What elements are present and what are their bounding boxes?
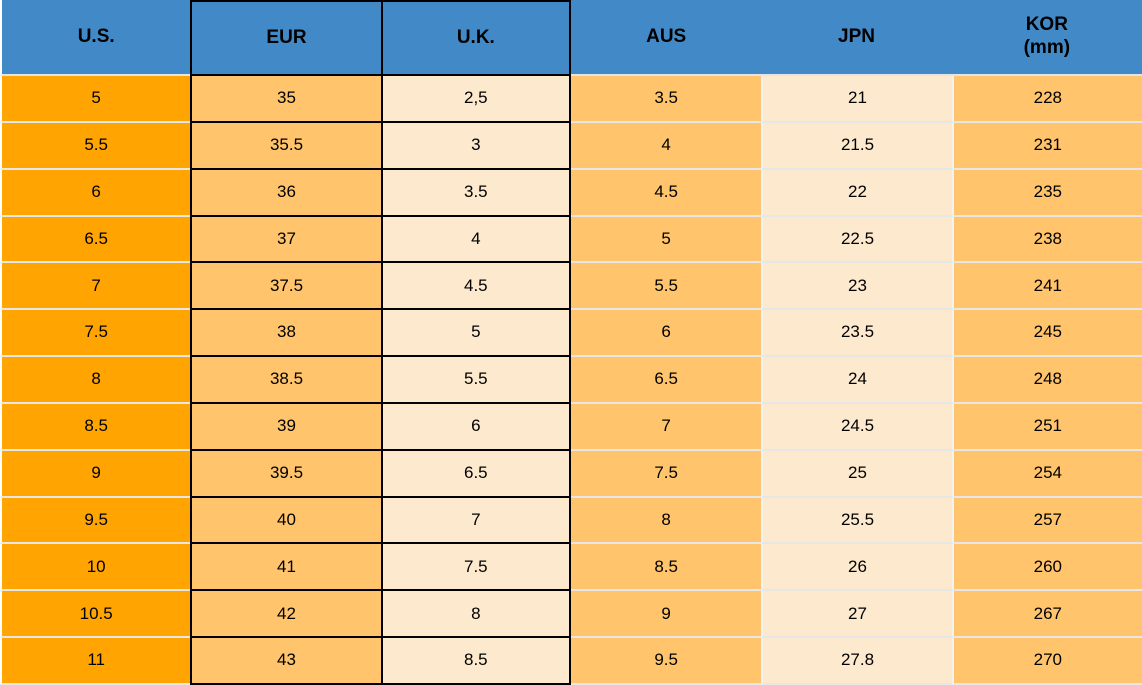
table-cell-jpn: 25 (761, 450, 952, 498)
table-cell-aus: 4 (570, 122, 762, 170)
column-header-eur: EUR (190, 0, 381, 76)
column-header-label: JPN (838, 25, 875, 47)
table-cell-uk: 6.5 (380, 450, 571, 498)
column-header-label: KOR (1025, 14, 1068, 36)
table-cell-kor: 228 (951, 76, 1142, 123)
table-cell-uk: 4.5 (380, 263, 571, 311)
table-cell-us: 8 (0, 357, 191, 404)
column-header-sublabel: (mm) (1023, 37, 1071, 58)
table-cell-aus: 4.5 (570, 169, 762, 217)
table-cell-eur: 35.5 (190, 122, 381, 170)
table-cell-eur: 38 (190, 310, 381, 358)
table-cell-eur: 39.5 (190, 450, 381, 498)
table-cell-jpn: 21 (761, 76, 952, 123)
table-cell-aus: 6.5 (570, 357, 762, 404)
table-cell-uk: 8 (380, 591, 571, 639)
table-cell-us: 9.5 (0, 497, 191, 545)
table-cell-us: 6 (0, 169, 191, 217)
table-cell-jpn: 21.5 (761, 122, 952, 170)
table-cell-aus: 7.5 (570, 450, 762, 498)
table-cell-us: 7.5 (0, 310, 191, 358)
table-cell-aus: 8.5 (570, 544, 762, 592)
column-header-label: AUS (646, 25, 687, 47)
table-cell-eur: 35 (190, 76, 381, 123)
table-cell-kor: 245 (951, 310, 1142, 358)
column-header-aus: AUS (570, 0, 762, 76)
table-cell-jpn: 22.5 (761, 216, 952, 264)
table-cell-kor: 248 (951, 357, 1142, 404)
table-cell-uk: 7.5 (380, 544, 571, 592)
table-cell-us: 5.5 (0, 122, 191, 170)
table-cell-us: 8.5 (0, 403, 191, 451)
column-header-jpn: JPN (761, 0, 952, 76)
table-cell-jpn: 23 (761, 263, 952, 311)
table-cell-kor: 257 (951, 497, 1142, 545)
table-cell-aus: 8 (570, 497, 762, 545)
table-cell-us: 6.5 (0, 216, 191, 264)
table-cell-kor: 267 (951, 591, 1142, 639)
table-cell-uk: 5.5 (380, 357, 571, 404)
table-cell-kor: 231 (951, 122, 1142, 170)
table-cell-jpn: 24 (761, 357, 952, 404)
table-cell-aus: 9 (570, 591, 762, 639)
table-cell-kor: 270 (951, 638, 1142, 685)
table-cell-kor: 238 (951, 216, 1142, 264)
table-cell-us: 10 (0, 544, 191, 592)
table-cell-jpn: 25.5 (761, 497, 952, 545)
table-cell-aus: 6 (570, 310, 762, 358)
table-cell-eur: 37.5 (190, 263, 381, 311)
table-cell-us: 9 (0, 450, 191, 498)
table-cell-jpn: 22 (761, 169, 952, 217)
table-cell-us: 10.5 (0, 591, 191, 639)
column-header-uk: U.K. (380, 0, 571, 76)
table-cell-uk: 7 (380, 497, 571, 545)
table-cell-eur: 43 (190, 638, 381, 685)
table-cell-kor: 241 (951, 263, 1142, 311)
column-header-label: U.S. (77, 25, 115, 47)
table-cell-jpn: 24.5 (761, 403, 952, 451)
table-cell-uk: 2,5 (380, 76, 571, 123)
column-header-us: U.S. (0, 0, 191, 76)
table-cell-eur: 39 (190, 403, 381, 451)
table-cell-kor: 260 (951, 544, 1142, 592)
table-cell-jpn: 27 (761, 591, 952, 639)
column-header-label: U.K. (456, 26, 495, 48)
table-cell-uk: 5 (380, 310, 571, 358)
table-cell-aus: 5.5 (570, 263, 762, 311)
table-cell-uk: 6 (380, 403, 571, 451)
table-cell-uk: 4 (380, 216, 571, 264)
table-cell-eur: 41 (190, 544, 381, 592)
table-cell-kor: 254 (951, 450, 1142, 498)
table-cell-eur: 38.5 (190, 357, 381, 404)
table-cell-aus: 3.5 (570, 76, 762, 123)
table-cell-jpn: 27.8 (761, 638, 952, 685)
table-cell-kor: 251 (951, 403, 1142, 451)
column-header-kor: KOR (mm) (951, 0, 1142, 76)
table-cell-eur: 37 (190, 216, 381, 264)
table-cell-eur: 42 (190, 591, 381, 639)
table-cell-uk: 3 (380, 122, 571, 170)
table-cell-us: 11 (0, 638, 191, 685)
table-cell-jpn: 26 (761, 544, 952, 592)
table-cell-jpn: 23.5 (761, 310, 952, 358)
table-cell-us: 7 (0, 263, 191, 311)
table-cell-eur: 36 (190, 169, 381, 217)
table-cell-kor: 235 (951, 169, 1142, 217)
table-cell-uk: 8.5 (380, 638, 571, 685)
column-header-label: EUR (266, 26, 307, 48)
table-cell-aus: 5 (570, 216, 762, 264)
table-cell-uk: 3.5 (380, 169, 571, 217)
table-cell-us: 5 (0, 76, 191, 123)
table-cell-aus: 9.5 (570, 638, 762, 685)
table-cell-aus: 7 (570, 403, 762, 451)
table-cell-eur: 40 (190, 497, 381, 545)
